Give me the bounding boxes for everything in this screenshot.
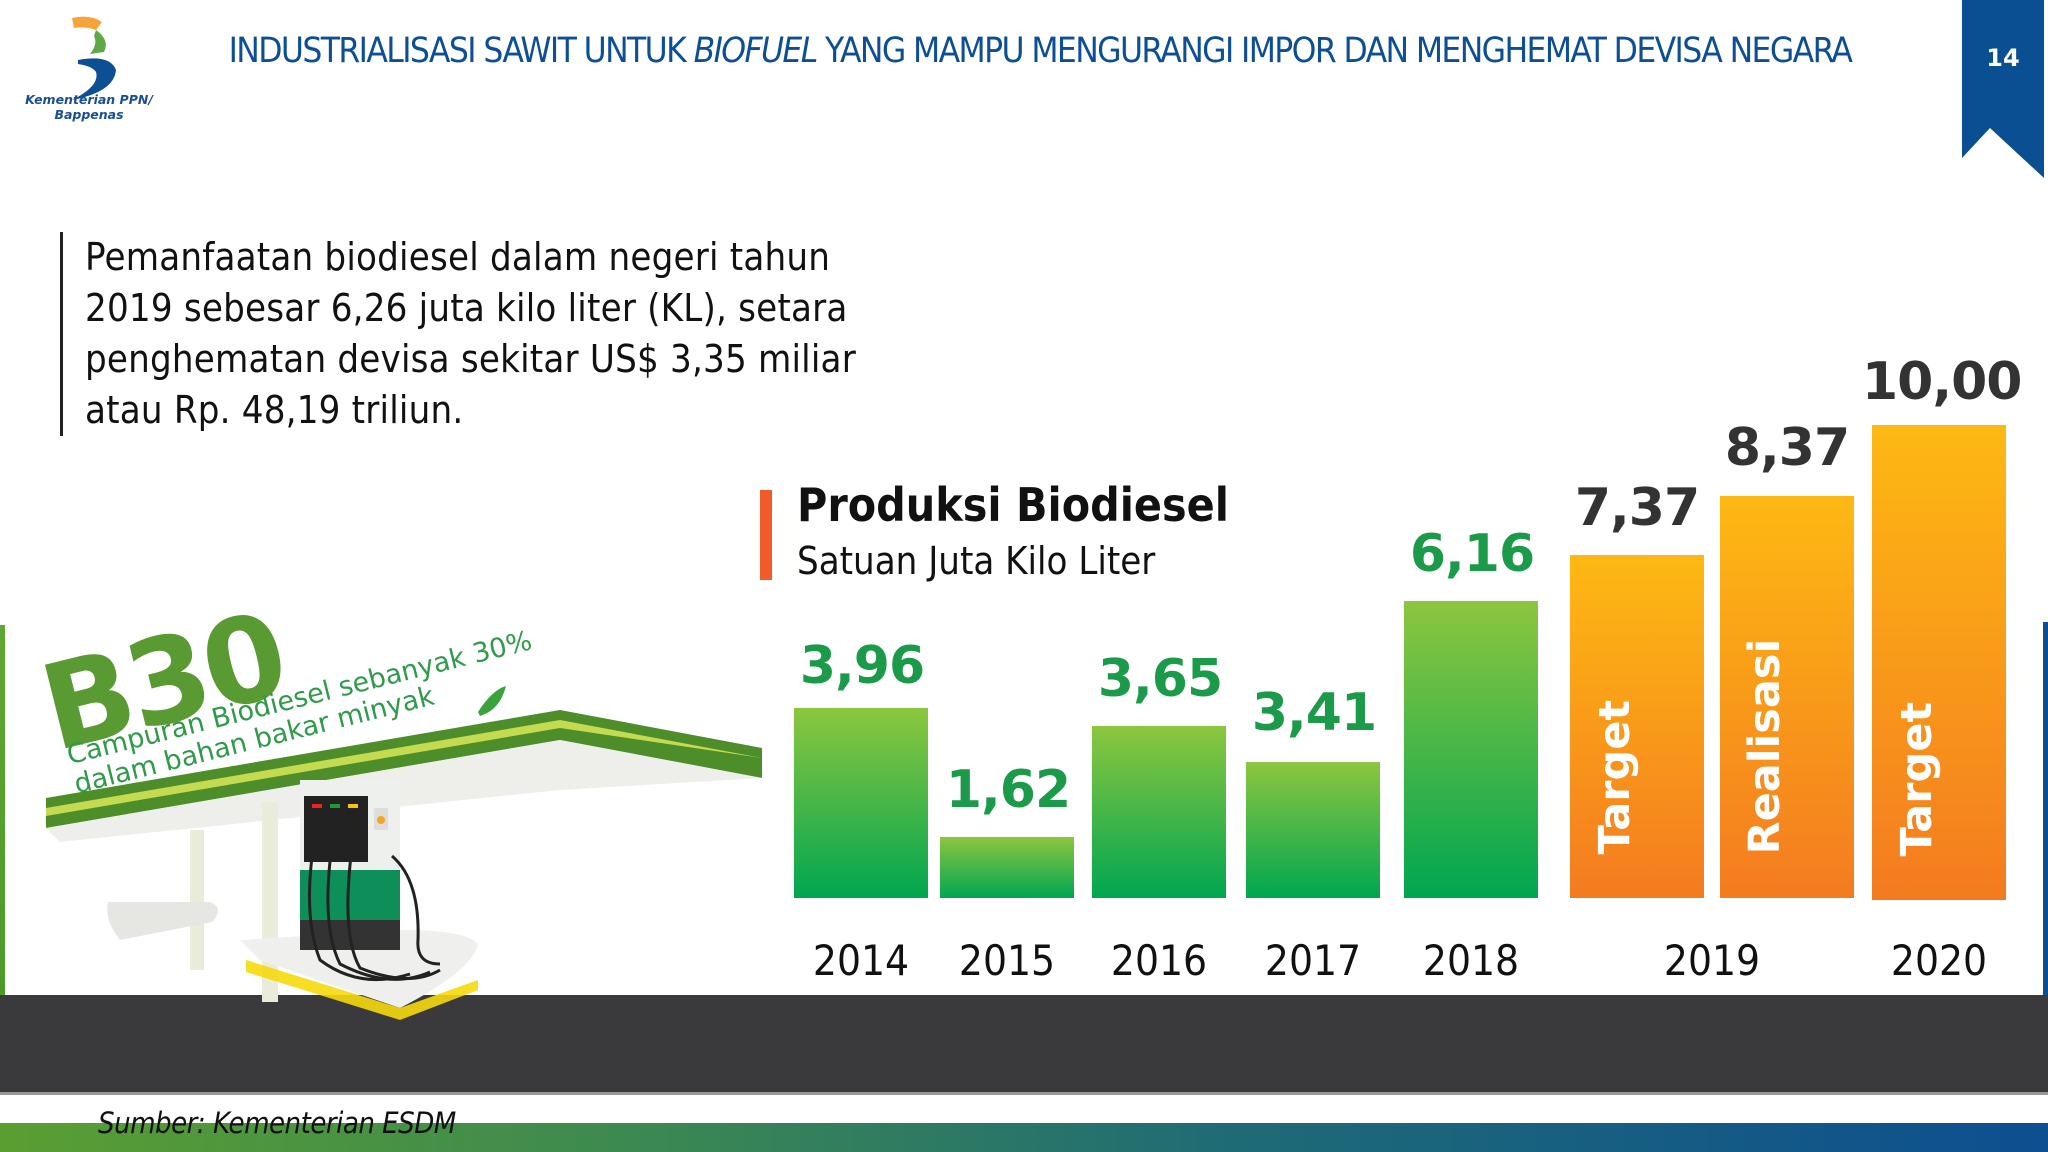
chart-subtitle: Satuan Juta Kilo Liter <box>797 539 1156 583</box>
footer-gradient-band <box>0 1123 2048 1152</box>
page-number: 14 <box>1986 44 2020 72</box>
x-label-2017: 2017 <box>1264 936 1362 985</box>
org-name: Kementerian PPN/ Bappenas <box>25 92 153 122</box>
bar-value-2014: 3,96 <box>799 636 925 696</box>
bar-value-2019-realisasi: 8,37 <box>1724 418 1850 478</box>
x-label-2014: 2014 <box>812 936 910 985</box>
right-blue-border <box>2043 622 2048 995</box>
bar-value-2018: 6,16 <box>1409 524 1535 584</box>
bar-value-2016: 3,65 <box>1097 649 1223 709</box>
x-label-2016: 2016 <box>1110 936 1208 985</box>
road-band <box>0 995 2048 1095</box>
page-title: INDUSTRIALISASI SAWIT UNTUK BIOFUEL YANG… <box>228 31 1853 71</box>
x-label-2015: 2015 <box>958 936 1056 985</box>
bar-value-2020-target: 10,00 <box>1862 352 2022 412</box>
footer-white-strip <box>6 1095 2042 1123</box>
bar-value-2019-target: 7,37 <box>1574 478 1700 538</box>
bar-label-target-2020: Target <box>1892 701 1942 857</box>
x-label-2020: 2020 <box>1890 936 1988 985</box>
intro-text-block: Pemanfaatan biodiesel dalam negeri tahun… <box>60 232 880 436</box>
bar-2017 <box>1246 762 1380 898</box>
chart-title: Produksi Biodiesel <box>797 478 1229 532</box>
chart-title-accent-bar <box>760 490 772 580</box>
gas-station-icon <box>46 686 762 1020</box>
bar-2014 <box>794 708 928 898</box>
bar-value-2017: 3,41 <box>1251 683 1377 743</box>
intro-paragraph: Pemanfaatan biodiesel dalam negeri tahun… <box>85 235 856 432</box>
bar-label-target: Target <box>1590 699 1640 855</box>
bappenas-logo-icon <box>72 16 116 100</box>
bar-2016 <box>1092 726 1226 898</box>
bookmark-ribbon-icon <box>1962 0 2044 178</box>
bar-2019-target: Target <box>1570 555 1704 898</box>
bar-value-2015: 1,62 <box>945 760 1071 820</box>
bar-2015 <box>940 837 1074 898</box>
bar-label-realisasi: Realisasi <box>1740 638 1790 855</box>
left-green-border <box>0 625 5 995</box>
bar-2018 <box>1404 601 1538 898</box>
bar-2020-target: Target <box>1872 425 2006 900</box>
bar-2019-realisasi: Realisasi <box>1720 496 1854 898</box>
x-label-2018: 2018 <box>1422 936 1520 985</box>
source-note: Sumber: Kementerian ESDM <box>98 1106 456 1140</box>
x-label-2019: 2019 <box>1663 936 1761 985</box>
